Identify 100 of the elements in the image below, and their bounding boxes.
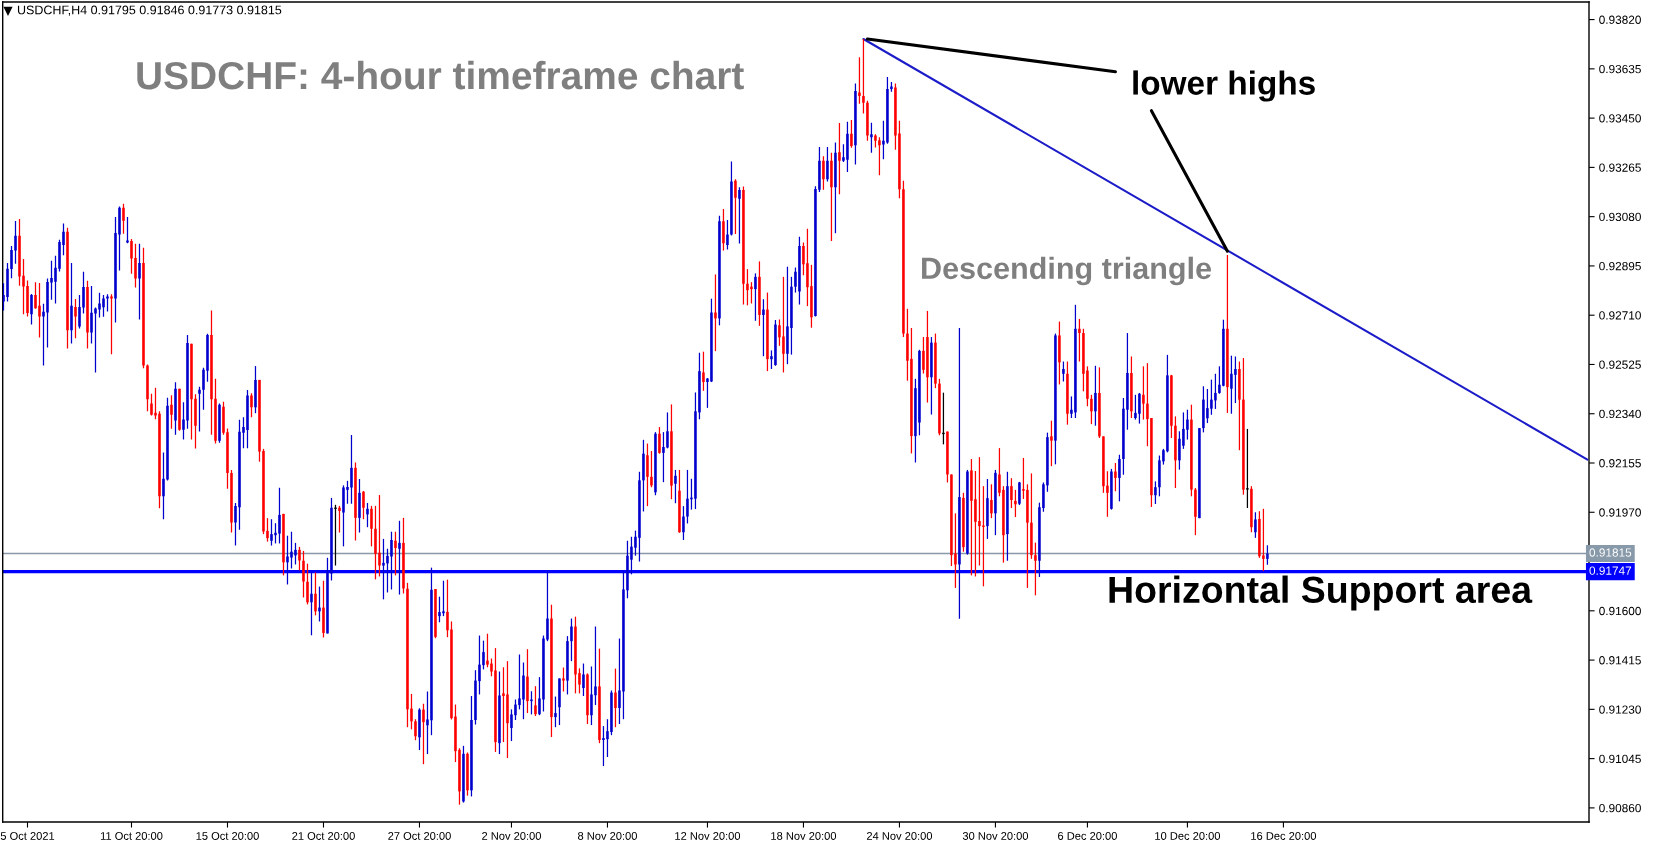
- candlestick: [658, 426, 661, 455]
- x-tick-label: 6 Dec 20:00: [1058, 832, 1117, 840]
- y-tick-label: 0.91970: [1599, 508, 1641, 517]
- y-tick-label: 0.92525: [1599, 360, 1641, 369]
- y-tick-label: 0.91230: [1599, 705, 1641, 714]
- candlestick: [710, 298, 713, 383]
- chart-subtitle: USDCHF,H4 0.91795 0.91846 0.91773 0.91815: [17, 5, 282, 16]
- x-tick-label: 21 Oct 20:00: [292, 832, 355, 840]
- candlestick: [402, 517, 405, 595]
- candlestick: [846, 121, 849, 173]
- candlestick: [890, 81, 893, 93]
- candlestick: [158, 410, 161, 509]
- candlestick: [1010, 477, 1013, 509]
- candlestick: [1198, 427, 1201, 519]
- candlestick: [1130, 355, 1133, 419]
- candlestick: [422, 703, 425, 765]
- x-tick-label: 18 Nov 20:00: [771, 832, 837, 840]
- candlestick: [1206, 388, 1209, 424]
- candlestick: [146, 363, 149, 412]
- candlestick: [974, 470, 977, 578]
- candlestick: [746, 268, 749, 306]
- candlestick: [1238, 360, 1241, 451]
- candlestick: [742, 185, 745, 306]
- y-tick-label: 0.93080: [1599, 212, 1641, 222]
- candlestick: [314, 571, 317, 616]
- candlestick: [238, 419, 241, 531]
- candlestick: [138, 243, 141, 321]
- candlestick: [646, 442, 649, 507]
- candlestick: [358, 478, 361, 534]
- annotation: Descending triangle: [922, 256, 1211, 286]
- candlestick: [194, 393, 197, 450]
- candlestick: [1058, 320, 1061, 386]
- x-tick-label: 15 Oct 20:00: [196, 832, 259, 840]
- candlestick: [570, 617, 573, 662]
- candlestick: [1050, 420, 1053, 467]
- candlestick: [362, 490, 365, 520]
- candlestick: [822, 155, 825, 191]
- candlestick: [10, 245, 13, 279]
- candlestick: [874, 133, 877, 149]
- candlestick: [410, 693, 413, 730]
- candlestick: [922, 336, 925, 375]
- candlestick: [930, 336, 933, 416]
- candlestick: [178, 388, 181, 432]
- candlestick: [810, 264, 813, 329]
- candlestick: [870, 122, 873, 154]
- x-tick-label: 2 Nov 20:00: [482, 832, 541, 840]
- candlestick: [390, 531, 393, 591]
- candlestick: [122, 203, 125, 235]
- candlestick: [962, 492, 965, 553]
- candlestick: [270, 518, 273, 547]
- candlestick: [246, 389, 249, 449]
- candlestick: [1134, 394, 1137, 421]
- x-tick-label: 8 Nov 20:00: [577, 832, 637, 840]
- candlestick: [18, 218, 21, 287]
- candlestick: [674, 469, 677, 504]
- candlestick: [662, 431, 665, 483]
- y-tick-label: 0.92155: [1599, 459, 1641, 468]
- candlestick: [990, 483, 993, 519]
- candlestick: [1226, 254, 1229, 414]
- candlestick: [382, 538, 385, 600]
- candlestick: [282, 513, 285, 577]
- candlestick: [734, 178, 737, 235]
- candlestick: [1098, 366, 1101, 439]
- candlestick: [786, 266, 789, 365]
- candlestick: [1018, 481, 1021, 506]
- candlestick: [354, 461, 357, 542]
- candlestick: [1066, 360, 1069, 426]
- candlestick: [486, 633, 489, 668]
- candlestick: [654, 431, 657, 496]
- candlestick: [758, 260, 761, 327]
- candlestick: [826, 146, 829, 183]
- candlestick: [582, 662, 585, 697]
- candlestick: [254, 365, 257, 414]
- candlestick: [14, 220, 17, 265]
- candlestick: [1138, 392, 1141, 425]
- candlestick: [950, 473, 953, 567]
- candlestick: [886, 76, 889, 145]
- candlestick: [102, 294, 105, 318]
- x-tick-label: 11 Oct 20:00: [100, 832, 163, 840]
- candlestick: [310, 571, 313, 636]
- candlestick: [1250, 485, 1253, 533]
- candlestick: [878, 136, 881, 176]
- candlestick: [130, 238, 133, 275]
- x-tick-label: 16 Dec 20:00: [1251, 832, 1317, 840]
- candlestick: [642, 439, 645, 513]
- candlestick: [586, 672, 589, 725]
- candlestick: [682, 505, 685, 541]
- candlestick: [342, 484, 345, 547]
- candlestick: [838, 122, 841, 195]
- candlestick: [714, 273, 717, 352]
- candlestick: [38, 282, 41, 339]
- candlestick: [670, 403, 673, 500]
- candlestick: [1190, 404, 1193, 497]
- candlestick: [726, 219, 729, 251]
- candlestick: [474, 669, 477, 726]
- candlestick: [1062, 360, 1065, 383]
- candlestick: [1170, 374, 1173, 439]
- annotation: Horizontal Support area: [1109, 575, 1533, 611]
- candlestick: [590, 665, 593, 726]
- candlestick: [1242, 357, 1245, 496]
